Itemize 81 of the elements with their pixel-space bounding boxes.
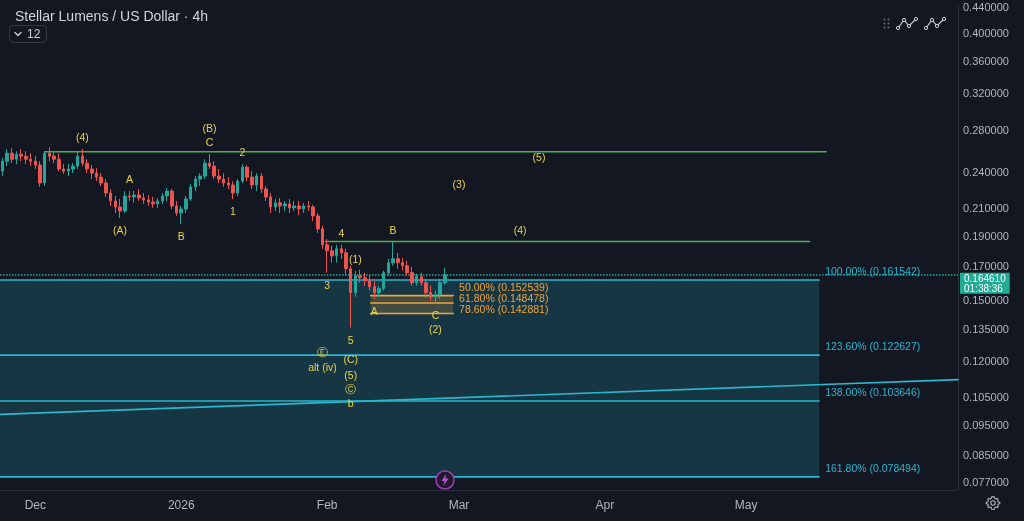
- annotation: (A): [113, 223, 128, 236]
- candlestick: [10, 147, 14, 164]
- x-tick-label: Feb: [316, 498, 338, 512]
- candlestick: [128, 190, 131, 202]
- annotation: B: [389, 223, 397, 236]
- candlestick: [236, 178, 239, 197]
- series-label: 61.80% (0.148478): [459, 291, 549, 304]
- y-tick-label: 0.240000: [963, 165, 1009, 178]
- y-tick-label: 0.095000: [963, 418, 1009, 431]
- candlestick: [43, 150, 46, 187]
- candlestick: [123, 190, 127, 214]
- series-label: 100.00% (0.161542): [825, 264, 921, 277]
- annotation: 12: [27, 27, 41, 41]
- candlestick: [137, 188, 141, 202]
- y-tick-label: 0.400000: [963, 26, 1009, 39]
- annotation: b: [347, 396, 354, 409]
- candlestick: [231, 180, 235, 200]
- candlestick: [297, 200, 301, 216]
- candlestick: [396, 252, 400, 270]
- y-tick-label: 0.360000: [963, 55, 1009, 68]
- annotation: (C): [343, 352, 359, 365]
- annotation: 4: [338, 226, 345, 239]
- y-tick-label: 0.170000: [963, 260, 1009, 273]
- annotation: (5): [532, 150, 546, 163]
- candlestick: [283, 200, 287, 212]
- candlestick: [335, 244, 338, 264]
- annotation: (4): [75, 131, 89, 144]
- series-label: 50.00% (0.152539): [459, 280, 549, 293]
- annotation: 1: [230, 204, 237, 217]
- annotation: A: [125, 173, 133, 186]
- candlestick: [274, 198, 277, 212]
- candlestick: [255, 172, 258, 192]
- annotation: (5): [344, 369, 358, 382]
- y-tick-label: 0.150000: [963, 294, 1009, 307]
- y-tick-label: 0.105000: [963, 391, 1009, 404]
- annotation: 3: [324, 278, 331, 291]
- annotation: (1): [349, 252, 362, 265]
- candlestick: [118, 198, 122, 219]
- annotation: (3): [452, 178, 466, 190]
- series-label: 123.60% (0.122627): [825, 340, 921, 353]
- series-label: 161.80% (0.078494): [825, 461, 921, 474]
- annotation: Ⓔ alt (iv): [308, 345, 337, 373]
- y-tick-label: 0.280000: [963, 123, 1009, 136]
- annotation: (4): [513, 223, 527, 236]
- button: 12: [9, 25, 48, 43]
- annotation: 5: [347, 333, 354, 346]
- candlestick: [15, 150, 18, 165]
- y-tick-label: 0.135000: [963, 322, 1009, 335]
- ref-line-label: 0.164610 01:38:36: [964, 272, 1007, 295]
- y-tick-label: 0.190000: [963, 229, 1009, 242]
- x-tick-label: Mar: [448, 498, 470, 512]
- x-tick-label: 2026: [167, 498, 195, 512]
- x-tick-label: Dec: [24, 498, 46, 512]
- x-tick-label: May: [734, 498, 758, 512]
- candlestick: [132, 190, 136, 204]
- annotation: (B): [202, 122, 217, 135]
- candlestick: [292, 200, 296, 212]
- annotation: (2): [429, 322, 442, 335]
- y-tick-label: 0.085000: [963, 449, 1009, 462]
- y-tick-label: 0.120000: [963, 355, 1009, 368]
- candlestick: [288, 198, 291, 214]
- annotation: C: [205, 136, 214, 149]
- candlestick: [373, 280, 376, 300]
- y-tick-label: 0.077000: [963, 476, 1009, 489]
- candlestick: [38, 160, 42, 188]
- series-label: 78.60% (0.142881): [459, 302, 549, 315]
- chart-title: Stellar Lumens / US Dollar · 4h: [15, 8, 208, 24]
- y-tick-label: 0.210000: [963, 202, 1009, 215]
- candlestick: [151, 196, 155, 209]
- candlestick: [302, 202, 305, 214]
- annotation: 2: [239, 146, 246, 159]
- candlestick: [241, 163, 244, 184]
- y-tick-label: 0.440000: [963, 0, 1009, 13]
- annotation: B: [177, 229, 185, 242]
- series-label: 138.00% (0.103646): [825, 386, 921, 399]
- x-tick-label: Apr: [595, 498, 615, 512]
- candlestick: [156, 197, 159, 209]
- candlestick: [165, 187, 169, 202]
- candlestick: [278, 197, 282, 214]
- y-tick-label: 0.320000: [963, 87, 1009, 100]
- annotation: Ⓒ: [345, 383, 357, 396]
